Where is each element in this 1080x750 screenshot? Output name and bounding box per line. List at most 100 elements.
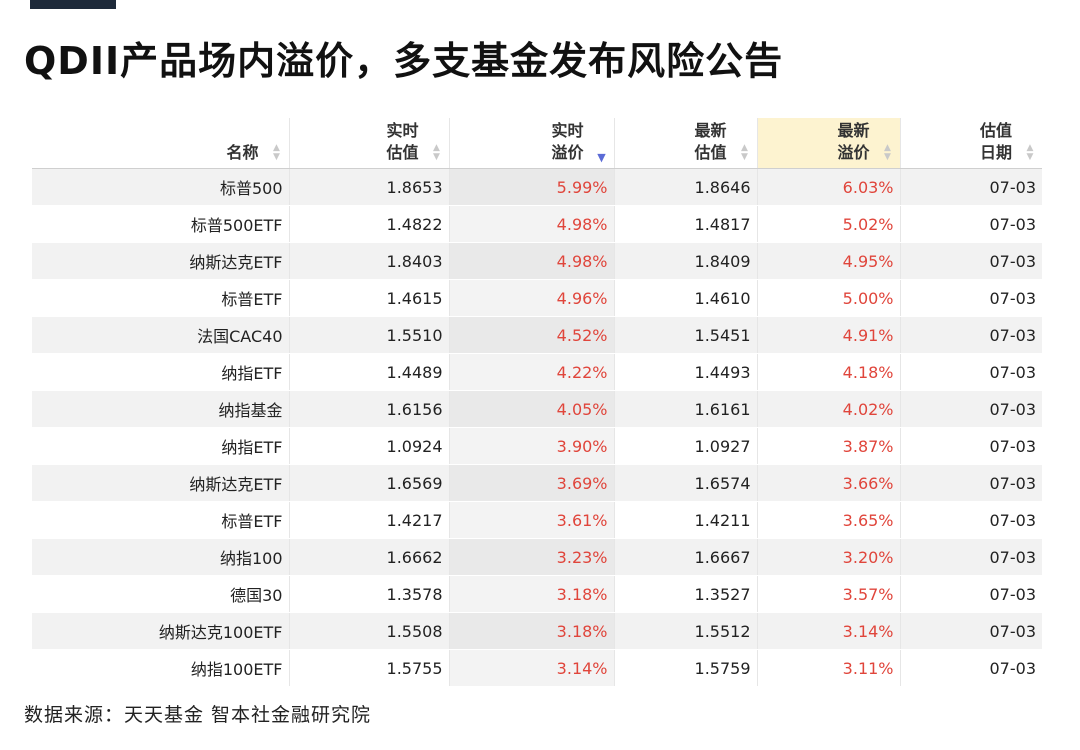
cell-latest-nav: 1.8409 [613,242,757,280]
cell-name: 纳斯达克ETF [32,464,289,502]
cell-nav-date: 07-03 [899,649,1042,687]
cell-nav-date: 07-03 [899,279,1042,317]
header-latest-nav[interactable]: 最新 估值 ▲ ▼ [613,118,757,169]
cell-latest-nav: 1.5451 [613,316,757,354]
cell-latest-nav: 1.6667 [613,538,757,576]
cell-latest-premium: 5.02% [756,205,900,243]
table-row: 纳指基金 1.6156 4.05% 1.6161 4.02% 07-03 [32,390,1042,428]
header-name[interactable]: 名称 ▲ ▼ [32,118,289,169]
cell-realtime-nav: 1.4822 [288,205,449,243]
cell-name: 标普ETF [32,501,289,539]
header-label: 估值 日期 [979,121,1012,162]
table-row: 德国30 1.3578 3.18% 1.3527 3.57% 07-03 [32,575,1042,613]
cell-name: 标普500ETF [32,205,289,243]
header-realtime-nav[interactable]: 实时 估值 ▲ ▼ [288,118,449,169]
cell-name: 德国30 [32,575,289,613]
cell-latest-nav: 1.4211 [613,501,757,539]
cell-latest-premium: 3.11% [756,649,900,687]
header-realtime-premium[interactable]: 实时 溢价 ▼ [448,118,614,169]
table-row: 纳指ETF 1.0924 3.90% 1.0927 3.87% 07-03 [32,427,1042,465]
sort-icon[interactable]: ▲ ▼ [1026,143,1034,162]
cell-realtime-nav: 1.5755 [288,649,449,687]
header-label: 实时 估值 [386,121,419,162]
cell-name: 纳指100ETF [32,649,289,687]
cell-latest-premium: 3.66% [756,464,900,502]
cell-nav-date: 07-03 [899,538,1042,576]
table-row: 标普ETF 1.4217 3.61% 1.4211 3.65% 07-03 [32,501,1042,539]
cell-realtime-premium: 3.18% [448,612,614,650]
cell-nav-date: 07-03 [899,316,1042,354]
cell-realtime-premium: 4.98% [448,242,614,280]
cell-latest-nav: 1.8646 [613,168,757,206]
cell-realtime-premium: 4.05% [448,390,614,428]
cell-latest-nav: 1.4817 [613,205,757,243]
cell-realtime-premium: 4.96% [448,279,614,317]
table-row: 标普ETF 1.4615 4.96% 1.4610 5.00% 07-03 [32,279,1042,317]
sort-icon[interactable]: ▲ ▼ [741,143,748,162]
cell-latest-nav: 1.5759 [613,649,757,687]
fund-premium-table: 名称 ▲ ▼ 实时 估值 ▲ ▼ 实时 溢价 ▼ 最新 估值 ▲ ▼ 最新 溢价 ▲ ▼ 估值 日期 ▲ ▼ [32,118,1042,687]
table-header-row: 名称 ▲ ▼ 实时 估值 ▲ ▼ 实时 溢价 ▼ 最新 估值 ▲ ▼ 最新 溢价 ▲ ▼ 估值 日期 ▲ ▼ [32,118,1042,169]
cell-latest-premium: 4.02% [756,390,900,428]
table-row: 纳斯达克ETF 1.6569 3.69% 1.6574 3.66% 07-03 [32,464,1042,502]
cell-realtime-premium: 4.22% [448,353,614,391]
cell-nav-date: 07-03 [899,353,1042,391]
cell-latest-nav: 1.4610 [613,279,757,317]
header-latest-premium[interactable]: 最新 溢价 ▲ ▼ [756,118,900,169]
header-label: 名称 [226,143,259,162]
cell-realtime-nav: 1.3578 [288,575,449,613]
cell-realtime-nav: 1.4489 [288,353,449,391]
cell-realtime-nav: 1.4217 [288,501,449,539]
table-row: 纳斯达克ETF 1.8403 4.98% 1.8409 4.95% 07-03 [32,242,1042,280]
cell-realtime-nav: 1.0924 [288,427,449,465]
cell-nav-date: 07-03 [899,501,1042,539]
cell-realtime-nav: 1.5508 [288,612,449,650]
cell-latest-premium: 4.95% [756,242,900,280]
cell-latest-premium: 6.03% [756,168,900,206]
cell-latest-premium: 3.57% [756,575,900,613]
cell-name: 标普ETF [32,279,289,317]
cell-realtime-premium: 3.14% [448,649,614,687]
cell-name: 法国CAC40 [32,316,289,354]
cell-realtime-nav: 1.6569 [288,464,449,502]
sort-icon[interactable]: ▲ ▼ [884,143,891,162]
sort-icon[interactable]: ▲ ▼ [273,143,280,162]
cell-latest-nav: 1.6161 [613,390,757,428]
table-row: 纳斯达克100ETF 1.5508 3.18% 1.5512 3.14% 07-03 [32,612,1042,650]
cell-realtime-premium: 5.99% [448,168,614,206]
cell-realtime-nav: 1.5510 [288,316,449,354]
cell-name: 纳斯达克ETF [32,242,289,280]
cell-nav-date: 07-03 [899,205,1042,243]
table-row: 纳指100ETF 1.5755 3.14% 1.5759 3.11% 07-03 [32,649,1042,687]
header-nav-date[interactable]: 估值 日期 ▲ ▼ [899,118,1042,169]
cell-latest-premium: 3.65% [756,501,900,539]
source-note: 数据来源：天天基金 智本社金融研究院 [24,704,372,726]
header-label: 实时 溢价 [551,121,584,162]
cell-latest-premium: 5.00% [756,279,900,317]
cell-realtime-premium: 3.23% [448,538,614,576]
cell-latest-premium: 4.18% [756,353,900,391]
table-body: 标普500 1.8653 5.99% 1.8646 6.03% 07-03 标普500ETF… [32,168,1042,687]
table-row: 法国CAC40 1.5510 4.52% 1.5451 4.91% 07-03 [32,316,1042,354]
sort-descending-icon[interactable]: ▼ [597,151,606,164]
cell-latest-premium: 3.14% [756,612,900,650]
cell-realtime-premium: 4.98% [448,205,614,243]
cell-nav-date: 07-03 [899,242,1042,280]
page-title: QDII产品场内溢价，多支基金发布风险公告 [24,39,784,83]
sort-icon[interactable]: ▲ ▼ [433,143,440,162]
cell-nav-date: 07-03 [899,612,1042,650]
accent-bar [30,0,116,9]
table-row: 纳指ETF 1.4489 4.22% 1.4493 4.18% 07-03 [32,353,1042,391]
cell-latest-nav: 1.3527 [613,575,757,613]
cell-nav-date: 07-03 [899,464,1042,502]
cell-realtime-nav: 1.4615 [288,279,449,317]
cell-nav-date: 07-03 [899,390,1042,428]
cell-name: 纳指ETF [32,427,289,465]
cell-realtime-nav: 1.8653 [288,168,449,206]
cell-latest-nav: 1.5512 [613,612,757,650]
cell-latest-nav: 1.4493 [613,353,757,391]
cell-realtime-premium: 4.52% [448,316,614,354]
cell-name: 纳指100 [32,538,289,576]
header-label: 最新 溢价 [837,121,870,162]
cell-realtime-nav: 1.8403 [288,242,449,280]
